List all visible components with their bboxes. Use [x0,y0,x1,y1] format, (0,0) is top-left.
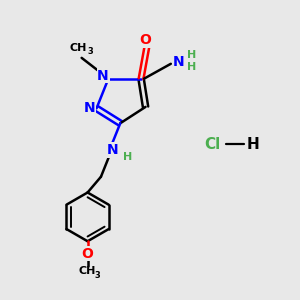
Text: 3: 3 [94,271,100,280]
Text: H: H [187,50,196,60]
Text: Cl: Cl [204,136,220,152]
Text: N: N [107,143,119,157]
Text: N: N [97,69,109,83]
Text: N: N [173,55,184,69]
Text: CH: CH [79,266,96,276]
Text: H: H [123,152,132,162]
Text: H: H [246,136,259,152]
Text: CH: CH [70,43,87,52]
Text: 3: 3 [87,47,93,56]
Text: O: O [140,33,152,47]
Text: H: H [187,62,196,72]
Text: N: N [84,101,96,116]
Text: O: O [82,247,94,261]
